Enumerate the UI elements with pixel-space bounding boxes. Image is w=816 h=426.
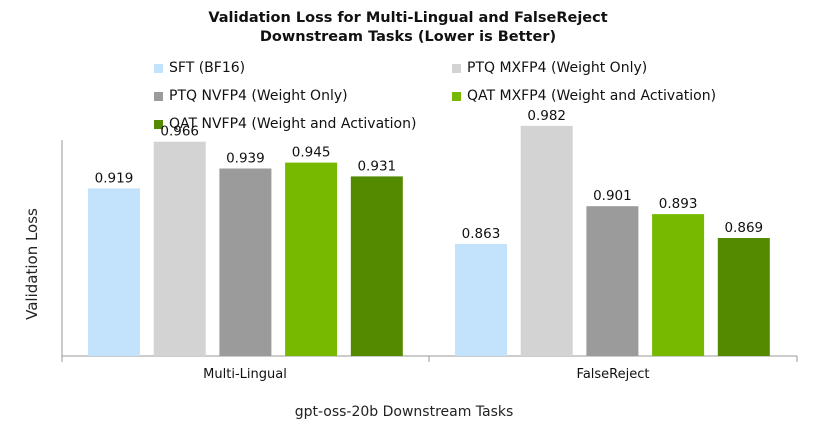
bars <box>88 125 770 357</box>
legend-label: QAT NVFP4 (Weight and Activation) <box>169 116 417 132</box>
y-axis-title: Validation Loss <box>23 208 41 320</box>
bar <box>586 206 639 356</box>
legend-item-qat-mxfp4: QAT MXFP4 (Weight and Activation) <box>452 86 716 106</box>
chart-subtitle: Downstream Tasks (Lower is Better) <box>259 29 557 45</box>
bar <box>219 168 272 356</box>
legend-swatch <box>452 91 461 101</box>
chart-title: Validation Loss for Multi-Lingual and Fa… <box>208 10 608 26</box>
bar <box>88 188 140 356</box>
bar <box>350 176 403 356</box>
bar-value-label: 0.939 <box>226 151 265 167</box>
bar-value-label: 0.966 <box>160 124 199 140</box>
bar-value-label: 0.919 <box>95 170 134 186</box>
bar <box>520 125 573 357</box>
bar <box>717 238 770 356</box>
bar-value-labels: 0.919 0.966 0.939 0.945 0.931 0.863 0.982 0.901… <box>95 108 763 242</box>
legend-swatch <box>154 91 163 101</box>
legend-item-ptq-mxfp4: PTQ MXFP4 (Weight Only) <box>452 58 647 78</box>
legend-item-qat-nvfp4: QAT NVFP4 (Weight and Activation) <box>154 114 416 134</box>
bar-value-label: 0.863 <box>462 226 501 242</box>
x-tick-label: FalseReject <box>577 367 650 382</box>
legend-label: PTQ MXFP4 (Weight Only) <box>467 60 648 76</box>
legend-label: PTQ NVFP4 (Weight Only) <box>169 88 348 104</box>
bar-value-label: 0.982 <box>527 108 566 124</box>
legend-swatch <box>154 119 163 129</box>
bar <box>455 243 507 356</box>
legend-label: SFT (BF16) <box>169 60 246 76</box>
bar <box>153 141 206 356</box>
legend-item-ptq-nvfp4: PTQ NVFP4 (Weight Only) <box>154 86 348 106</box>
bar-value-label: 0.931 <box>357 158 396 174</box>
legend-label: QAT MXFP4 (Weight and Activation) <box>467 88 717 104</box>
bar-value-label: 0.869 <box>724 220 763 236</box>
bar-value-label: 0.945 <box>292 145 331 161</box>
bar <box>285 162 338 356</box>
bar-value-label: 0.901 <box>593 188 632 204</box>
x-tick-label: Multi-Lingual <box>203 367 287 382</box>
legend-item-sft-bf16: SFT (BF16) <box>154 58 245 78</box>
bar <box>652 214 705 356</box>
bar-value-label: 0.893 <box>659 196 698 212</box>
x-axis-title: gpt-oss-20b Downstream Tasks <box>295 404 514 420</box>
legend-swatch <box>154 63 163 73</box>
legend-swatch <box>452 63 461 73</box>
